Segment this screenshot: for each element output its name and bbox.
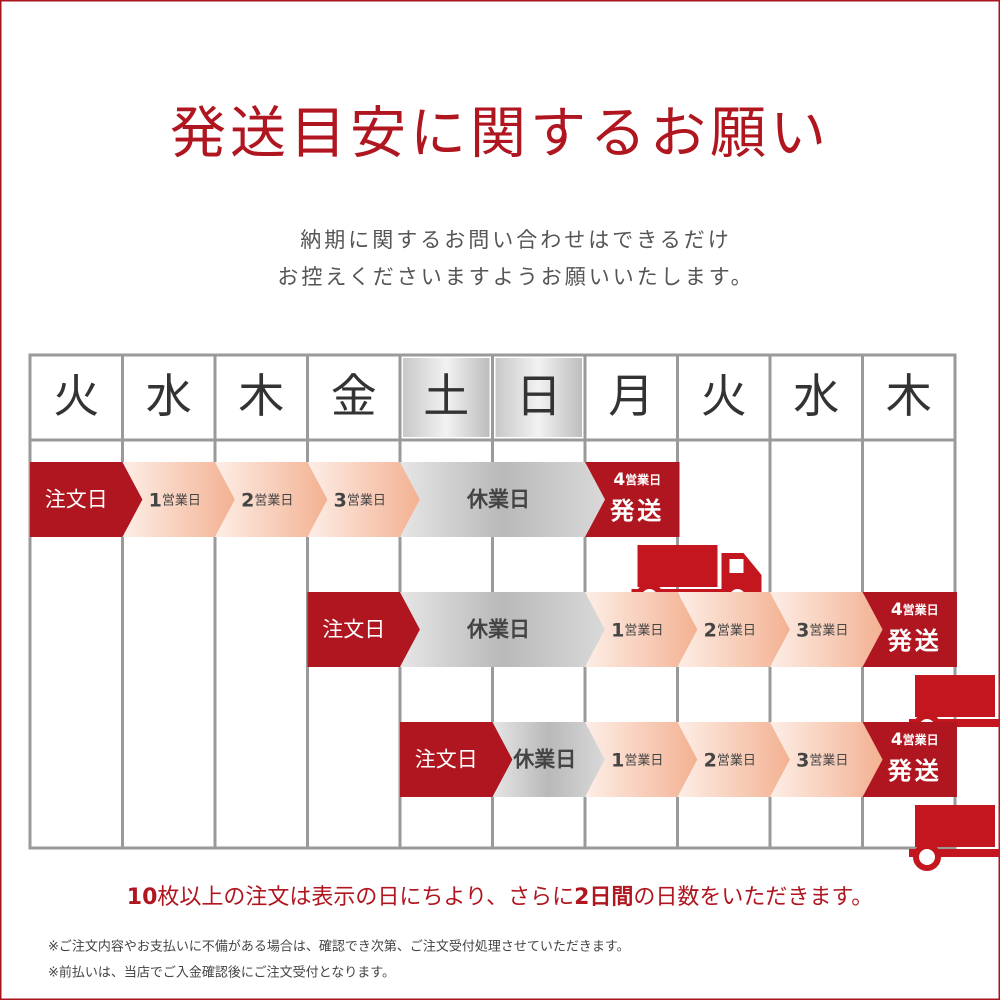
step-days: 1営業日 [611, 749, 663, 771]
day-label: 月 [608, 369, 654, 423]
day-label: 火 [701, 369, 747, 423]
truck-chassis [909, 849, 1000, 857]
step-num: 1 [611, 619, 624, 641]
step-shape [677, 592, 790, 667]
order-day: 注文日 [322, 618, 385, 642]
step-shape [770, 592, 883, 667]
step-shape [770, 722, 883, 797]
intro-line: お控えくださいますようお願いいたします。 [277, 265, 754, 289]
ship-days: 4営業日 [891, 730, 939, 750]
day-label: 土 [423, 369, 469, 423]
step-shape [585, 722, 698, 797]
step-num: 3 [334, 489, 347, 511]
holiday: 休業日 [512, 748, 576, 772]
step-num: 2 [704, 619, 717, 641]
step-days: 3営業日 [796, 619, 848, 641]
notice-text: の日数をいただきます。 [633, 885, 873, 910]
truck-body [915, 675, 995, 717]
day-label: 木 [886, 369, 932, 423]
title: 発送目安に関するお願い [170, 102, 830, 167]
step-shape [400, 592, 605, 667]
day-label: 木 [238, 369, 284, 423]
step-shape [307, 462, 420, 537]
day-label: 金 [331, 369, 377, 423]
step-days: 3営業日 [796, 749, 848, 771]
step-days: 2営業日 [704, 749, 756, 771]
day-label: 水 [146, 369, 192, 423]
step-shape [862, 592, 957, 667]
step-unit: 営業日 [254, 492, 293, 508]
step-unit: 営業日 [717, 752, 756, 768]
notice: 10枚以上の注文は表示の日にちより、さらに2日間の日数をいただきます。 [127, 885, 873, 910]
step-days: 2営業日 [241, 489, 293, 511]
footnote: ※前払いは、当店でご入金確認後にご注文受付となります。 [48, 965, 395, 981]
notice-bold: 2日間 [574, 885, 633, 910]
step-unit: 営業日 [809, 752, 848, 768]
notice-text: 枚以上の注文は表示の日にちより、さらに [157, 885, 574, 910]
truck-wheel [913, 843, 941, 871]
holiday: 休業日 [466, 618, 530, 642]
step-num: 1 [611, 749, 624, 771]
step-shape [862, 722, 957, 797]
holiday: 休業日 [466, 488, 530, 512]
step-shape [585, 592, 698, 667]
step-shape [400, 462, 605, 537]
step-days: 1営業日 [611, 619, 663, 641]
ship-label: 発送 [609, 497, 664, 525]
step-shape [307, 592, 420, 667]
day-label: 水 [793, 369, 839, 423]
notice-bold: 10 [127, 885, 158, 910]
day-label: 火 [53, 369, 99, 423]
ship-label: 発送 [887, 627, 942, 655]
step-unit: 営業日 [903, 602, 939, 617]
step-unit: 営業日 [625, 472, 661, 487]
step-num: 2 [704, 749, 717, 771]
truck-body [915, 805, 995, 847]
truck-window [729, 559, 744, 573]
step-unit: 営業日 [624, 622, 663, 638]
step-days: 2営業日 [704, 619, 756, 641]
step-shape [122, 462, 235, 537]
step-shape [492, 722, 605, 797]
step-num: 4 [891, 730, 903, 750]
order-day: 注文日 [415, 748, 478, 772]
weekend-header [495, 358, 582, 437]
ship-days: 4営業日 [891, 600, 939, 620]
ship-days: 4営業日 [613, 470, 661, 490]
step-shape [30, 462, 143, 537]
step-shape [400, 722, 513, 797]
intro-line: 納期に関するお問い合わせはできるだけ [300, 228, 732, 252]
step-unit: 営業日 [903, 732, 939, 747]
step-num: 2 [241, 489, 254, 511]
step-days: 1営業日 [149, 489, 201, 511]
step-unit: 営業日 [624, 752, 663, 768]
weekend-header [403, 358, 490, 437]
step-unit: 営業日 [347, 492, 386, 508]
step-unit: 営業日 [717, 622, 756, 638]
step-unit: 営業日 [809, 622, 848, 638]
step-num: 3 [796, 619, 809, 641]
day-label: 日 [516, 369, 562, 423]
order-day: 注文日 [45, 488, 108, 512]
truck-body [637, 545, 718, 587]
step-shape [677, 722, 790, 797]
step-days: 3営業日 [334, 489, 386, 511]
footnote: ※ご注文内容やお支払いに不備がある場合は、確認でき次第、ご注文受付処理させていた… [48, 939, 630, 955]
step-unit: 営業日 [162, 492, 201, 508]
ship-label: 発送 [887, 757, 942, 785]
step-num: 4 [891, 600, 903, 620]
step-shape [215, 462, 328, 537]
step-num: 4 [613, 470, 625, 490]
step-shape [585, 462, 680, 537]
step-num: 3 [796, 749, 809, 771]
step-num: 1 [149, 489, 162, 511]
